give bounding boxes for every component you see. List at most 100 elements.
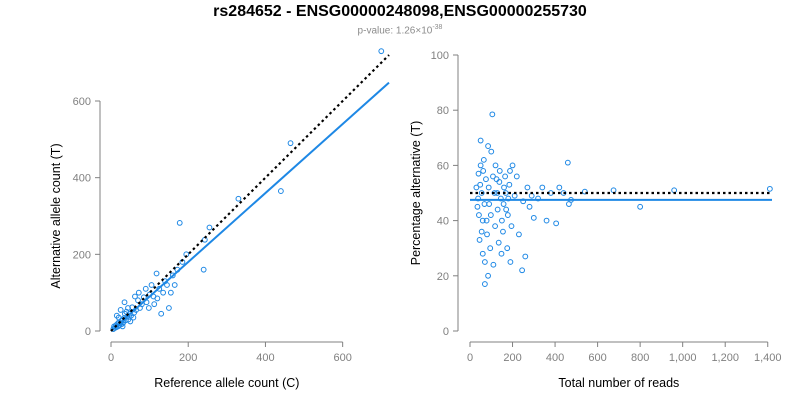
p-value-label: p-value: 1.26×10-38 bbox=[0, 24, 800, 36]
data-point bbox=[489, 111, 496, 118]
data-point bbox=[506, 181, 513, 188]
y-tick-label: 400 bbox=[73, 173, 91, 185]
data-point bbox=[530, 214, 537, 221]
data-point bbox=[125, 305, 131, 311]
data-point bbox=[235, 195, 242, 202]
data-point bbox=[480, 168, 487, 174]
regression-line bbox=[110, 81, 390, 332]
x-axis-title: Reference allele count (C) bbox=[154, 376, 299, 390]
data-point bbox=[135, 289, 142, 296]
x-tick-label: 600 bbox=[333, 352, 351, 364]
data-point bbox=[158, 310, 165, 317]
data-point bbox=[477, 137, 484, 144]
data-point bbox=[479, 250, 486, 257]
data-point bbox=[564, 159, 571, 166]
data-point bbox=[154, 295, 161, 302]
data-point bbox=[539, 184, 546, 191]
data-point bbox=[478, 190, 485, 196]
y-tick-label: 60 bbox=[437, 160, 449, 172]
data-point bbox=[483, 176, 489, 183]
data-point bbox=[480, 156, 487, 163]
data-point bbox=[519, 267, 526, 274]
data-point bbox=[115, 314, 122, 321]
x-tick-label: 200 bbox=[503, 352, 521, 364]
data-point bbox=[485, 143, 491, 149]
data-point bbox=[502, 173, 508, 180]
x-tick-label: 400 bbox=[546, 352, 564, 364]
x-tick-label: 400 bbox=[256, 352, 274, 364]
data-point bbox=[505, 195, 512, 202]
data-point bbox=[496, 168, 503, 174]
data-point bbox=[500, 228, 506, 235]
data-point bbox=[486, 201, 493, 207]
data-point bbox=[127, 318, 134, 325]
data-point bbox=[153, 270, 160, 277]
data-point bbox=[507, 259, 514, 265]
y-tick-label: 600 bbox=[73, 96, 91, 108]
data-point bbox=[556, 184, 563, 191]
data-point bbox=[492, 223, 498, 230]
data-point bbox=[490, 261, 497, 268]
data-point bbox=[176, 220, 183, 226]
data-point bbox=[481, 281, 488, 287]
y-tick-label: 40 bbox=[437, 216, 449, 228]
data-point bbox=[169, 272, 176, 279]
data-point bbox=[553, 220, 560, 227]
data-point bbox=[581, 188, 588, 195]
y-axis-title: Alternative allele count (T) bbox=[49, 143, 63, 288]
data-point bbox=[495, 239, 502, 246]
percentage-alternative-scatter-chart: 0 200 400 600 800 1,000 1,200 1,400 0 20 40 60 80 100… bbox=[409, 50, 782, 390]
data-point bbox=[535, 195, 541, 202]
x-tick-label: 0 bbox=[467, 352, 473, 364]
data-point bbox=[206, 224, 213, 231]
data-point bbox=[543, 217, 550, 224]
data-point bbox=[492, 162, 499, 169]
data-point bbox=[526, 203, 533, 210]
x-tick-label: 1,200 bbox=[711, 352, 739, 364]
data-point bbox=[484, 231, 490, 238]
data-point bbox=[476, 237, 483, 243]
data-point bbox=[504, 212, 511, 218]
data-point bbox=[476, 212, 482, 218]
reference-dotted-line bbox=[110, 54, 390, 332]
data-point bbox=[503, 206, 510, 213]
x-tick-label: 1,000 bbox=[669, 352, 697, 364]
p-value-exponent: -38 bbox=[432, 24, 443, 31]
data-point bbox=[148, 282, 155, 288]
x-tick-label: 1,400 bbox=[754, 352, 782, 364]
y-tick-label: 80 bbox=[437, 105, 449, 117]
data-point bbox=[501, 184, 507, 191]
data-point bbox=[508, 223, 515, 230]
data-point bbox=[637, 203, 644, 210]
data-point bbox=[151, 301, 158, 308]
data-point bbox=[524, 184, 531, 191]
data-point bbox=[513, 173, 520, 180]
data-point bbox=[496, 179, 503, 185]
data-point bbox=[132, 293, 138, 300]
data-point bbox=[499, 217, 505, 224]
data-point bbox=[485, 272, 491, 279]
data-point bbox=[119, 323, 126, 330]
data-point bbox=[142, 285, 149, 292]
x-tick-label: 200 bbox=[179, 352, 197, 364]
data-point bbox=[565, 201, 572, 207]
p-value-text: p-value: 1.26×10 bbox=[357, 25, 433, 37]
y-tick-label: 0 bbox=[85, 326, 91, 338]
data-point bbox=[481, 259, 488, 265]
data-point bbox=[498, 250, 505, 257]
data-point bbox=[481, 201, 488, 207]
allele-count-scatter-chart: 0 200 400 600 0 200 400 600 Reference allele cou… bbox=[49, 48, 390, 390]
data-point bbox=[121, 299, 128, 306]
data-point bbox=[475, 170, 482, 177]
y-tick-label: 20 bbox=[437, 271, 449, 283]
chart-title: rs284652 - ENSG00000248098,ENSG000002557… bbox=[213, 3, 587, 20]
data-point bbox=[766, 185, 773, 192]
data-point bbox=[200, 266, 207, 273]
y-tick-label: 0 bbox=[443, 326, 449, 338]
x-tick-label: 800 bbox=[631, 352, 649, 364]
data-point bbox=[494, 206, 501, 213]
data-point bbox=[171, 282, 178, 288]
data-point bbox=[167, 289, 174, 296]
x-tick-label: 0 bbox=[108, 352, 114, 364]
